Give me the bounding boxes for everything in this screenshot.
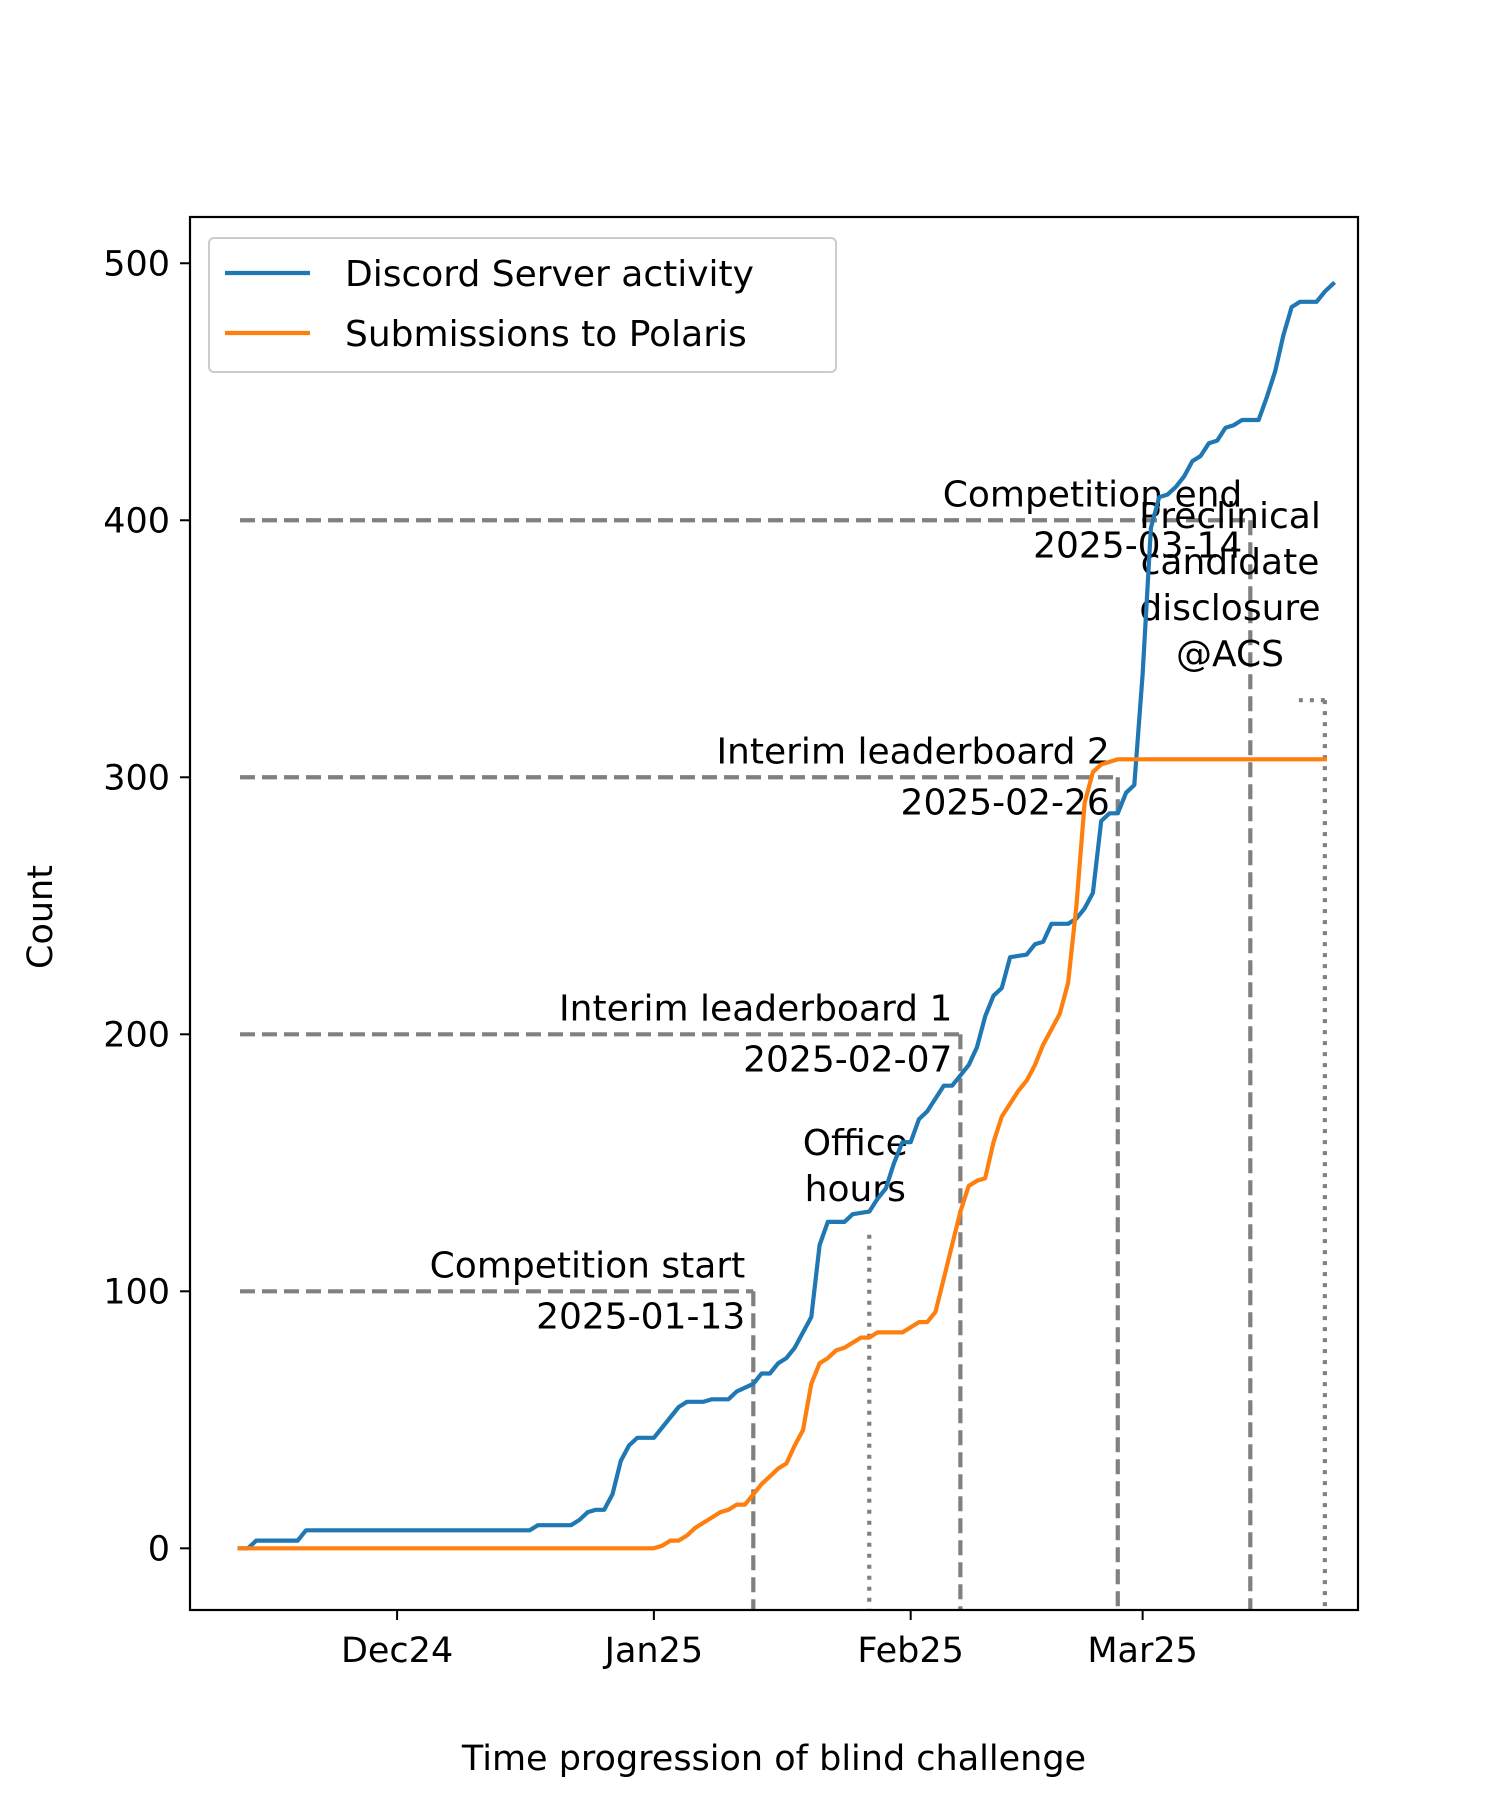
plot-frame [188,215,1360,1612]
annotation-layer: Competition start2025-01-13OfficehoursIn… [240,474,1327,1610]
y-axis: 0 100 200 300 400 500 [103,244,190,1569]
event-label-line: Office [803,1123,908,1164]
milestone-date: 2025-01-13 [536,1296,745,1337]
x-tick-label: Feb25 [857,1631,964,1671]
milestone-label: Competition start [430,1245,746,1286]
milestone-label: Interim leaderboard 2 [716,731,1109,772]
x-axis-label: Time progression of blind challenge [461,1739,1086,1779]
series-line-0 [237,280,1337,1551]
x-tick-label: Mar25 [1087,1631,1198,1671]
y-tick-label: 100 [103,1272,170,1312]
event-label-line: disclosure [1139,588,1320,629]
x-tick-label: Dec24 [341,1631,453,1671]
y-tick-label: 400 [103,501,170,541]
event-label-line: candidate [1141,542,1320,583]
milestone-date: 2025-02-26 [901,782,1110,823]
milestone-label: Interim leaderboard 1 [559,988,952,1029]
y-tick-label: 200 [103,1015,170,1055]
legend-box [208,237,837,373]
milestone-date: 2025-03-14 [1033,525,1242,566]
series-line-1 [237,757,1328,1551]
y-axis-label: Count [21,865,61,969]
y-tick-label: 500 [103,244,170,284]
y-tick-label: 300 [103,758,170,798]
legend-entry-label: Submissions to Polaris [345,314,747,355]
event-label-line: @ACS [1176,634,1284,675]
milestone-date: 2025-02-07 [743,1039,952,1080]
legend: Discord Server activity Submissions to Po… [208,237,837,373]
series-layer [237,280,1337,1551]
y-tick-label: 0 [148,1529,170,1569]
event-label-line: Preclinical [1139,496,1321,537]
milestone-label: Competition end [943,474,1243,515]
x-axis: Dec24 Jan25 Feb25 Mar25 [341,1610,1198,1671]
legend-entry-label: Discord Server activity [345,254,754,295]
x-tick-label: Jan25 [603,1631,704,1671]
